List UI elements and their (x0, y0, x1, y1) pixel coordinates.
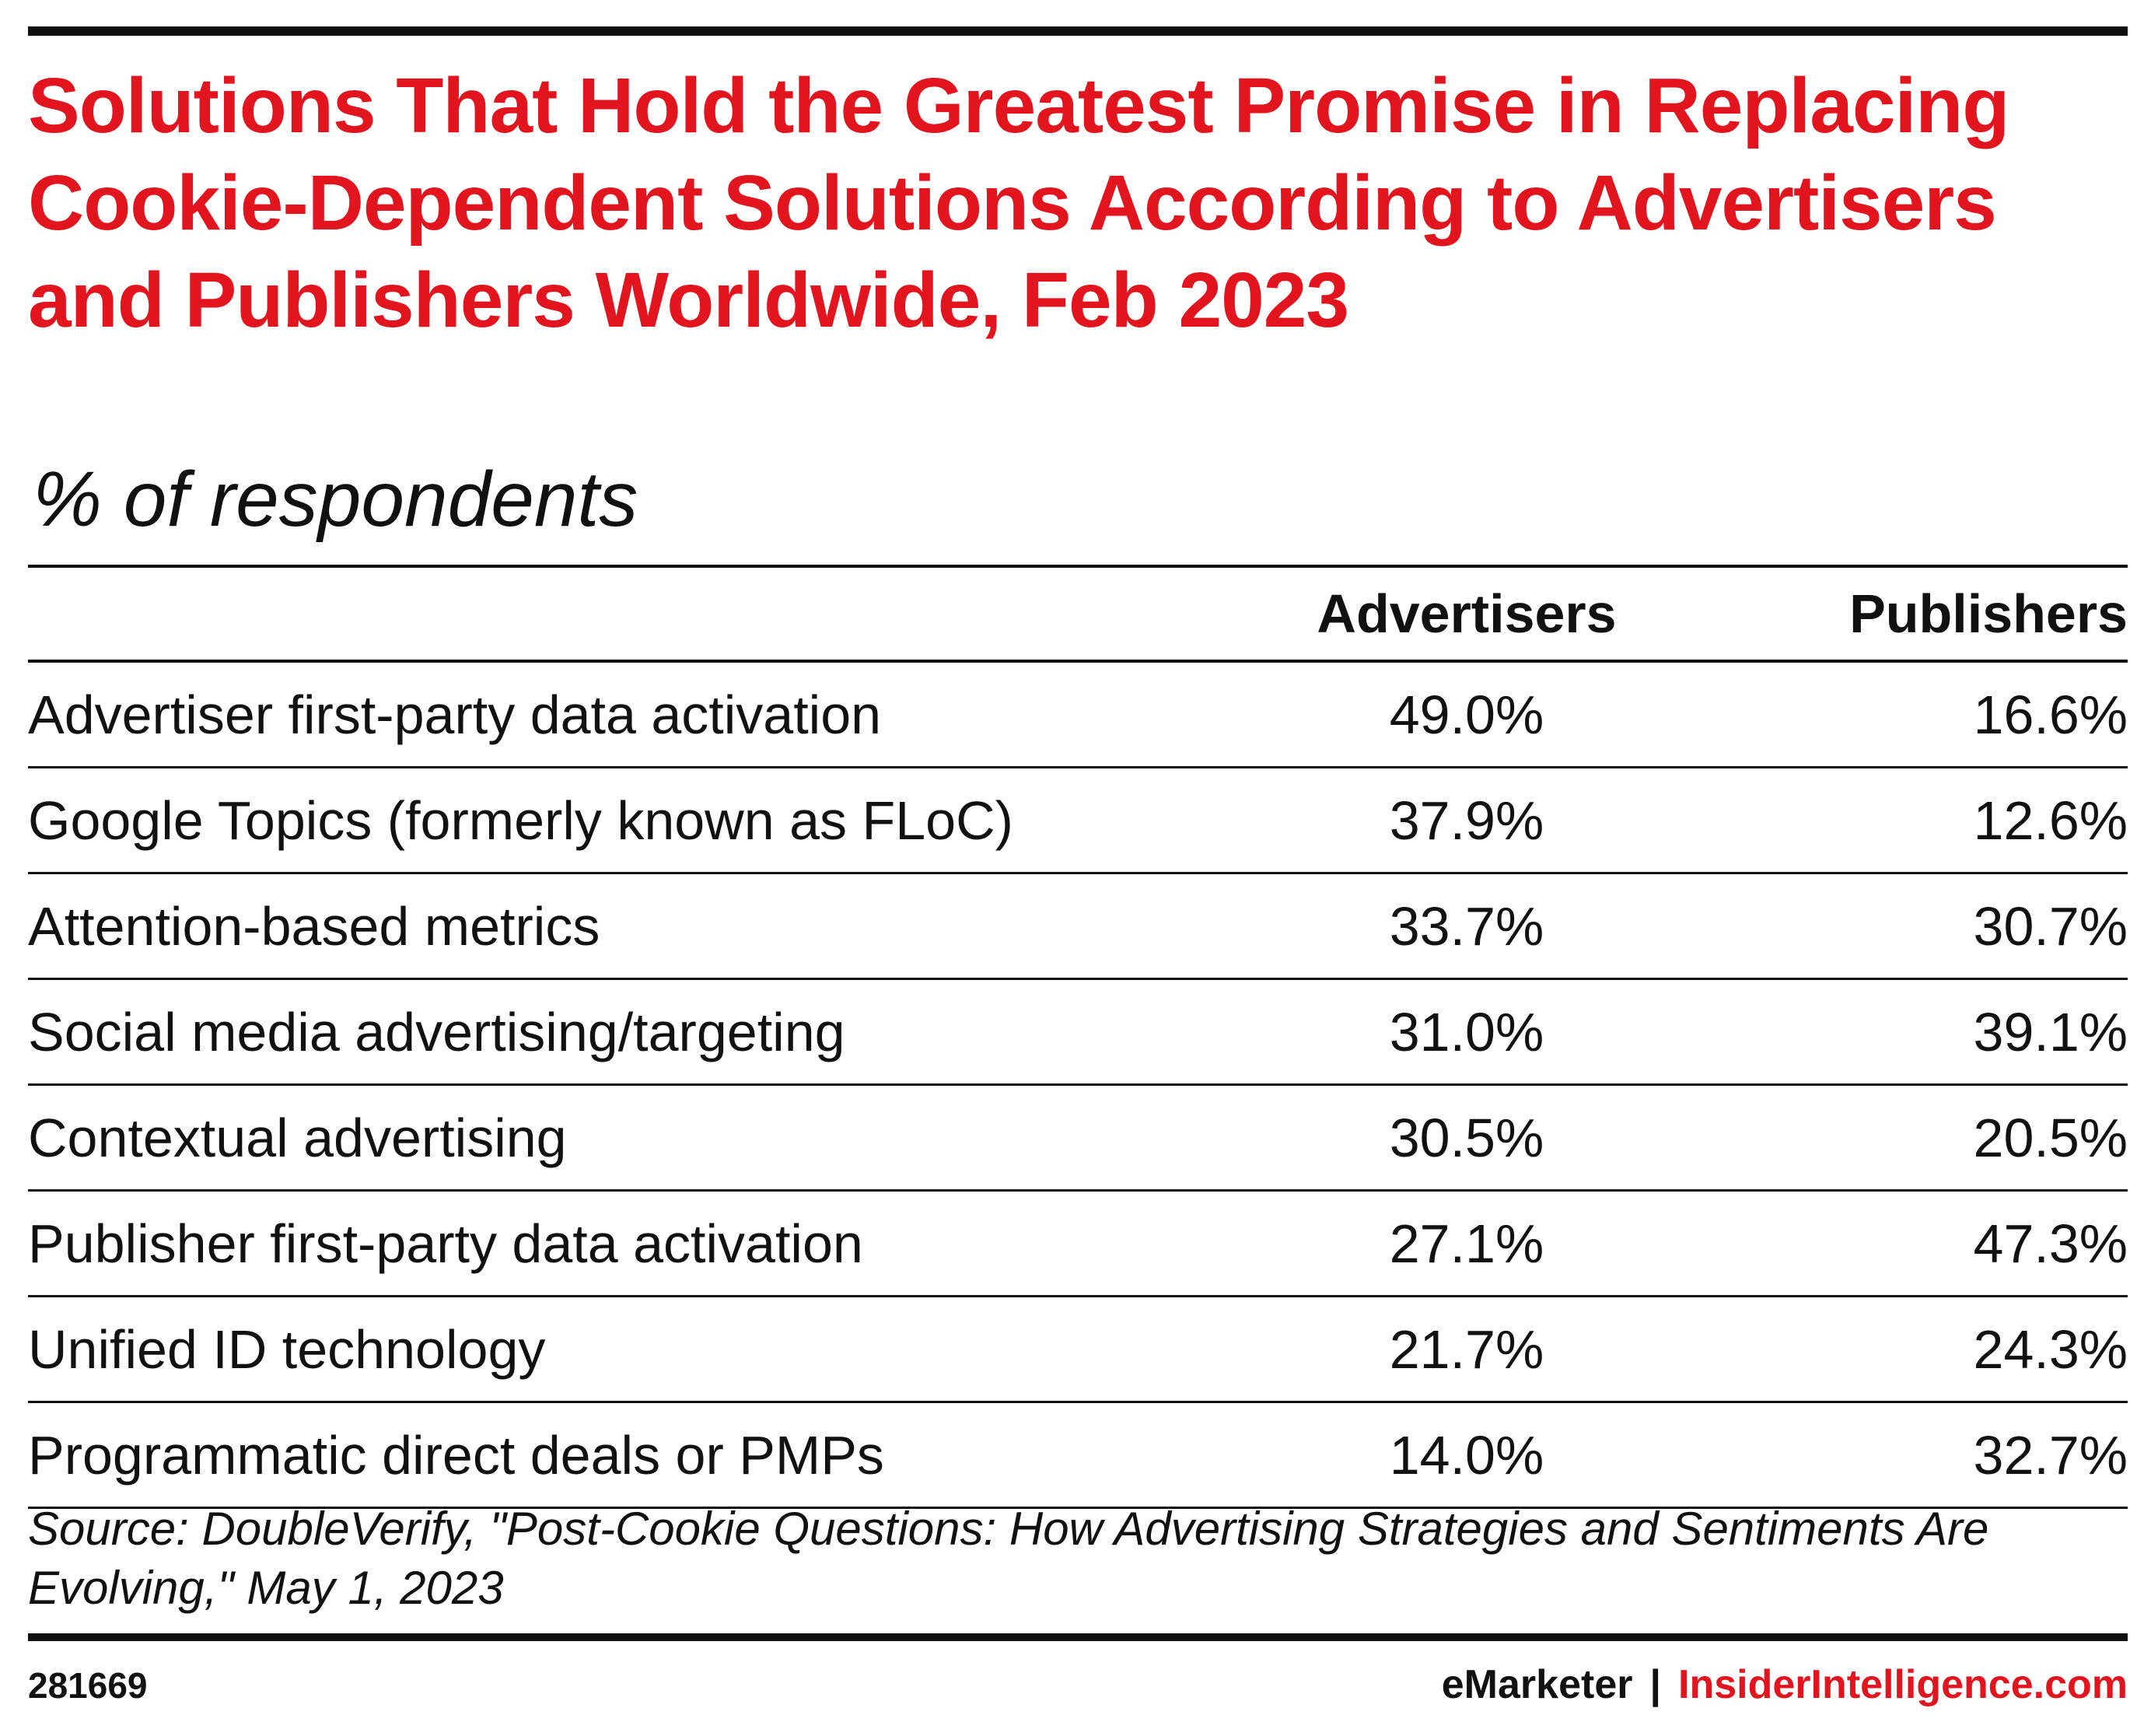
row-label: Programmatic direct deals or PMPs (28, 1424, 884, 1486)
table-header-row: Advertisers Publishers (28, 566, 2128, 661)
publishers-value: 30.7% (1973, 895, 2128, 957)
row-label: Advertiser first-party data activation (28, 684, 882, 745)
brand-emarketer: eMarketer (1441, 1662, 1633, 1707)
top-rule (28, 26, 2128, 36)
advertisers-value: 31.0% (1389, 1001, 1544, 1062)
advertisers-value: 27.1% (1389, 1213, 1544, 1274)
header-label-column (28, 566, 1218, 661)
row-label: Google Topics (formerly known as FLoC) (28, 789, 1013, 851)
row-label: Contextual advertising (28, 1107, 567, 1168)
credit-separator: | (1649, 1662, 1662, 1707)
advertisers-value: 37.9% (1389, 789, 1544, 851)
credit-line: eMarketer | InsiderIntelligence.com (1442, 1661, 2128, 1708)
advertisers-value: 14.0% (1389, 1424, 1544, 1486)
table-row: Contextual advertising 30.5% 20.5% (28, 1085, 2128, 1191)
publishers-value: 39.1% (1973, 1001, 2128, 1062)
chart-id: 281669 (28, 1665, 148, 1706)
source-note: Source: DoubleVerify, "Post-Cookie Quest… (28, 1503, 1989, 1614)
column-header-advertisers: Advertisers (1317, 583, 1617, 644)
bottom-rule (28, 1633, 2128, 1641)
advertisers-value: 49.0% (1389, 684, 1544, 745)
chart-subtitle: % of respondents (33, 456, 638, 543)
site-link[interactable]: InsiderIntelligence.com (1678, 1662, 2128, 1707)
column-header-publishers: Publishers (1849, 583, 2128, 644)
table-row: Attention-based metrics 33.7% 30.7% (28, 873, 2128, 979)
table-row: Publisher first-party data activation 27.… (28, 1191, 2128, 1297)
publishers-value: 24.3% (1973, 1318, 2128, 1380)
table-row: Unified ID technology 21.7% 24.3% (28, 1297, 2128, 1402)
publishers-value: 12.6% (1973, 789, 2128, 851)
advertisers-value: 33.7% (1389, 895, 1544, 957)
chart-title: Solutions That Hold the Greatest Promise… (28, 62, 2009, 344)
advertisers-value: 30.5% (1389, 1107, 1544, 1168)
row-label: Social media advertising/targeting (28, 1001, 845, 1062)
table-body: Advertiser first-party data activation 49… (28, 661, 2128, 1508)
publishers-value: 20.5% (1973, 1107, 2128, 1168)
table-row: Google Topics (formerly known as FLoC) 37… (28, 768, 2128, 873)
advertisers-value: 21.7% (1389, 1318, 1544, 1380)
publishers-value: 32.7% (1973, 1424, 2128, 1486)
table-row: Programmatic direct deals or PMPs 14.0% 32… (28, 1402, 2128, 1508)
table-row: Social media advertising/targeting 31.0% 3… (28, 979, 2128, 1085)
row-label: Unified ID technology (28, 1318, 546, 1380)
publishers-value: 47.3% (1973, 1213, 2128, 1274)
data-table: Advertisers Publishers Advertiser first-… (28, 565, 2128, 1509)
table-row: Advertiser first-party data activation 49… (28, 661, 2128, 768)
publishers-value: 16.6% (1973, 684, 2128, 745)
row-label: Attention-based metrics (28, 895, 600, 957)
row-label: Publisher first-party data activation (28, 1213, 863, 1274)
